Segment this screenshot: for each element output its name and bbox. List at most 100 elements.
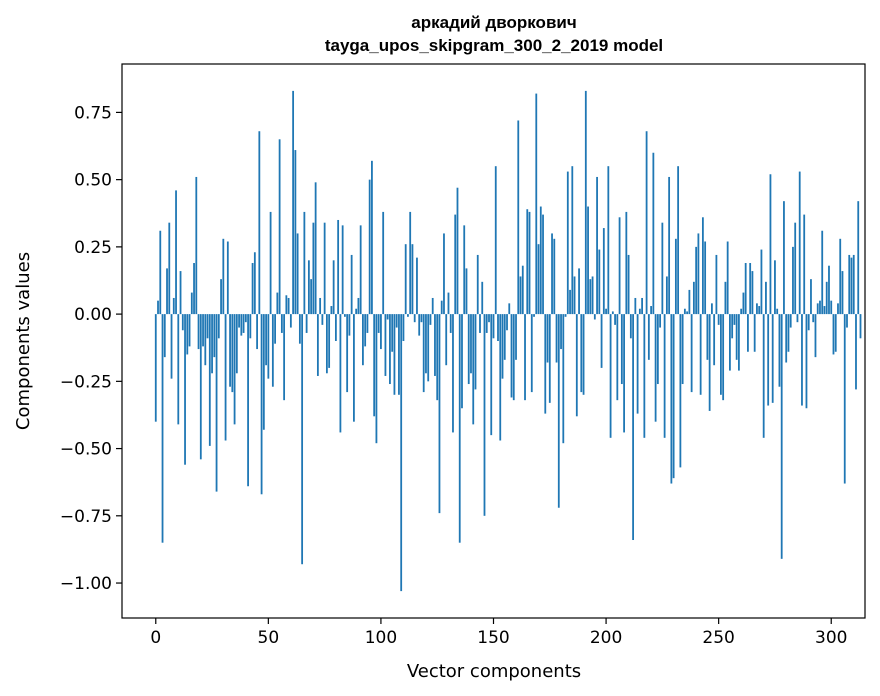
bar-106 [393,314,396,395]
bar-245 [706,314,709,360]
bar-95 [368,179,371,315]
bar-81 [337,219,340,315]
x-tick-label: 100 [365,628,397,648]
bar-140 [470,314,472,374]
bar-306 [843,314,846,484]
bar-203 [611,311,614,315]
bar-22 [204,314,207,366]
bar-302 [834,314,837,352]
bar-46 [258,131,261,315]
bar-150 [492,314,495,339]
bar-78 [330,306,333,315]
bar-283 [792,246,794,315]
bar-274 [771,314,774,403]
bar-269 [760,249,763,315]
bar-60 [289,314,292,328]
bar-195 [593,314,596,320]
bar-167 [530,314,533,393]
bar-62 [294,150,297,315]
bar-27 [215,314,218,492]
bar-193 [589,279,592,315]
bar-266 [753,314,756,352]
bar-12 [181,314,184,331]
bar-263 [747,314,749,352]
bar-85 [346,314,349,393]
bar-127 [440,300,443,315]
bar-77 [328,314,331,368]
bar-201 [607,166,610,315]
bar-289 [805,314,808,409]
plot-frame [121,63,866,619]
bar-243 [701,217,704,315]
bar-116 [416,257,418,315]
bar-126 [438,314,441,514]
bar-219 [647,314,650,360]
bar-286 [798,171,801,315]
bar-298 [825,281,828,315]
x-axis-ticks: 0 50 100 150 200 250 300 [150,618,847,648]
bar-135 [458,314,461,543]
bar-73 [319,297,322,315]
bar-270 [762,314,765,438]
bar-54 [276,292,279,315]
bar-43 [251,263,254,315]
bar-264 [749,263,752,315]
bar-184 [569,289,571,315]
bar-309 [850,257,853,315]
bar-267 [756,303,758,315]
x-tick-label: 300 [815,628,847,648]
bar-33 [229,314,231,387]
bar-191 [584,90,587,315]
bar-303 [837,303,839,315]
bar-130 [447,292,450,315]
bar-287 [801,314,803,406]
bar-217 [643,314,646,438]
bar-97 [373,314,376,417]
bar-299 [828,265,830,315]
bar-125 [436,314,439,401]
bar-164 [524,314,526,401]
bar-157 [508,303,511,315]
bar-119 [422,314,425,393]
bar-182 [564,314,567,317]
bar-194 [591,276,594,315]
bar-29 [220,279,222,315]
bar-87 [350,254,353,315]
bar-180 [560,314,562,350]
bar-9 [175,190,177,315]
x-tick-label: 200 [590,628,622,648]
bar-183 [566,171,569,315]
bar-141 [472,314,475,425]
y-tick-label: 0.50 [74,171,112,191]
bar-268 [758,306,761,315]
bar-160 [515,314,517,360]
bar-151 [494,166,497,315]
bar-69 [310,279,313,315]
bar-143 [476,254,479,315]
bar-82 [339,314,342,433]
bar-296 [821,230,824,315]
x-tick-label: 250 [702,628,734,648]
bar-227 [665,276,668,315]
bar-118 [420,314,423,323]
bar-103 [386,314,389,320]
bar-234 [681,314,684,385]
bar-204 [614,314,616,325]
bar-50 [267,314,270,379]
bar-76 [325,314,328,374]
bar-68 [307,260,310,315]
bar-14 [186,314,189,355]
bar-138 [465,268,468,315]
bar-26 [213,314,216,358]
bar-114 [411,244,414,315]
bar-198 [600,314,603,368]
bar-113 [409,211,412,315]
bar-123 [431,297,434,315]
bar-231 [674,238,677,315]
bar-80 [334,314,337,341]
bar-115 [413,314,416,323]
bar-208 [623,314,625,433]
bar-102 [384,314,387,376]
bar-86 [348,314,351,336]
